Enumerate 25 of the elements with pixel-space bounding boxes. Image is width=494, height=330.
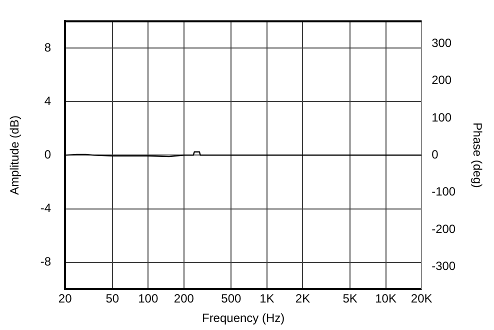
y2-axis-title: Phase (deg) <box>470 122 484 188</box>
x-tick-label: 10K <box>375 292 396 306</box>
y-tick-label: -4 <box>40 201 52 216</box>
x-tick-label: 20K <box>410 292 432 306</box>
y2-tick-label: 300 <box>432 36 452 50</box>
y2-tick-label: 100 <box>432 110 452 124</box>
x-tick-label: 2K <box>295 292 310 306</box>
y2-tick-label: -100 <box>432 184 456 199</box>
y2-tick-label: -200 <box>432 222 456 236</box>
x-tick-label: 50 <box>106 292 120 306</box>
x-tick-label: 500 <box>221 292 242 306</box>
y2-tick-label: 200 <box>432 73 452 88</box>
x-tick-label: 200 <box>174 292 194 306</box>
y-tick-label: 4 <box>44 94 52 108</box>
x-tick-label: 1K <box>260 292 274 306</box>
y-tick-label: -8 <box>40 254 52 269</box>
y-tick-label: 8 <box>44 40 52 54</box>
y-axis-title: Amplitude (dB) <box>8 116 22 195</box>
y2-tick-label: 0 <box>432 148 439 162</box>
y2-tick-label: -300 <box>432 259 456 274</box>
x-axis-title: Frequency (Hz) <box>202 311 285 326</box>
x-tick-label: 5K <box>342 292 358 306</box>
x-tick-label: 20 <box>58 292 72 306</box>
x-tick-label: 100 <box>138 292 158 306</box>
y-tick-label: 0 <box>44 148 52 162</box>
